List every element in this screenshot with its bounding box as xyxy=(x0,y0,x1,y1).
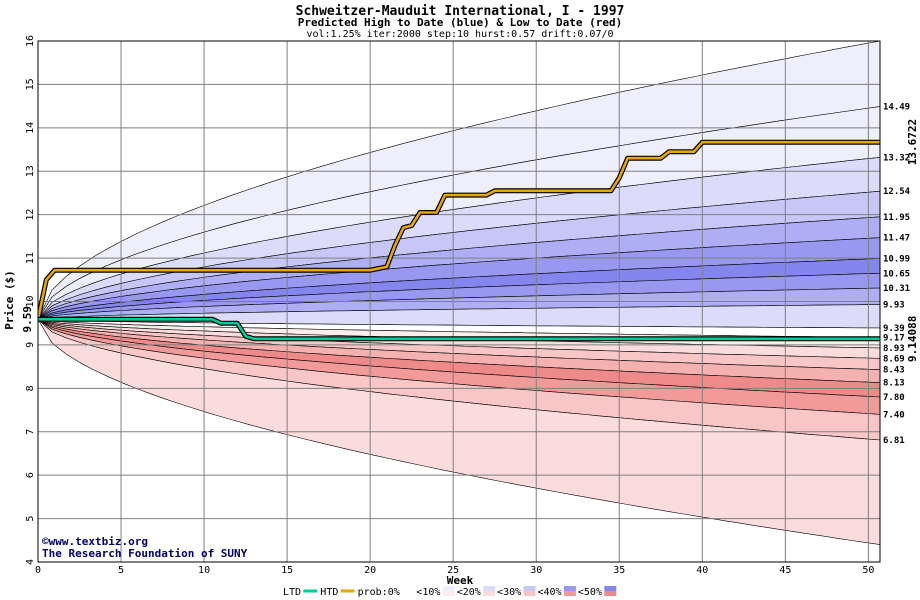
x-tick-label: 5 xyxy=(118,565,124,576)
band-end-value: 11.47 xyxy=(883,234,910,244)
legend-red-swatch xyxy=(604,591,617,596)
legend-blue-swatch xyxy=(604,586,617,591)
legend-blue-swatch xyxy=(523,586,536,591)
legend-blue-swatch xyxy=(563,586,576,591)
band-end-value: 10.99 xyxy=(883,255,910,265)
chart-title: Schweitzer-Mauduit International, I - 19… xyxy=(296,4,625,19)
band-end-value: 7.40 xyxy=(883,410,905,420)
band-end-value: 8.43 xyxy=(883,366,905,376)
x-tick-label: 45 xyxy=(779,565,791,576)
y-tick-label: 15 xyxy=(25,78,36,90)
legend-label: <30% xyxy=(497,587,521,598)
x-tick-label: 35 xyxy=(613,565,625,576)
x-axis-ticks: 0 5 10 15 20 25 30 35 40 45 50 xyxy=(35,565,874,576)
legend-label: prob:0% xyxy=(358,587,400,598)
y-axis-label: Price ($) xyxy=(3,270,16,330)
htd-line xyxy=(38,140,880,320)
y-tick-label: 14 xyxy=(25,122,36,134)
ltd-end-label: 9.14088 xyxy=(906,316,919,362)
legend-red-swatch xyxy=(442,591,455,596)
y-tick-label: 4 xyxy=(25,559,36,565)
x-tick-label: 30 xyxy=(530,565,542,576)
band-end-value: 9.39 xyxy=(883,324,905,334)
y-tick-label: 16 xyxy=(25,35,36,47)
band-end-value: 8.69 xyxy=(883,354,905,364)
y-tick-label: 10 xyxy=(25,295,36,307)
chart-subtitle: Predicted High to Date (blue) & Low to D… xyxy=(298,16,623,29)
band-end-value: 13.32 xyxy=(883,153,910,163)
band-end-value: 12.54 xyxy=(883,187,911,197)
x-axis-label: Week xyxy=(447,574,474,587)
legend-red-swatch xyxy=(523,591,536,596)
legend-blue-swatch xyxy=(442,586,455,591)
band-end-value: 14.49 xyxy=(883,103,910,113)
y-tick-label: 7 xyxy=(25,429,36,435)
start-price-label: 9.59 xyxy=(21,306,34,333)
y-tick-label: 13 xyxy=(25,165,36,177)
band-end-value: 9.93 xyxy=(883,301,905,311)
y-tick-label: 9 xyxy=(25,342,36,348)
legend-red-swatch xyxy=(402,591,415,596)
band-end-value: 11.95 xyxy=(883,213,910,223)
y-tick-label: 5 xyxy=(25,516,36,522)
y-axis-ticks: 4 5 6 7 8 9 10 11 12 13 14 15 16 xyxy=(25,35,36,565)
band-end-value: 10.31 xyxy=(883,284,910,294)
y-tick-label: 11 xyxy=(25,252,36,264)
y-tick-label: 6 xyxy=(25,472,36,478)
legend-label: <10% xyxy=(416,587,440,598)
legend-label: LTD xyxy=(283,587,301,598)
band-end-value: 10.65 xyxy=(883,269,910,279)
series-lines xyxy=(38,139,880,342)
legend-red-swatch xyxy=(563,591,576,596)
band-end-value: 8.13 xyxy=(883,379,905,389)
legend-label: <40% xyxy=(538,587,562,598)
legend-blue-swatch xyxy=(483,586,496,591)
x-tick-label: 40 xyxy=(696,565,708,576)
y-tick-label: 12 xyxy=(25,209,36,221)
x-tick-label: 50 xyxy=(862,565,874,576)
band-end-value: 9.17 xyxy=(883,334,905,344)
x-tick-label: 20 xyxy=(364,565,376,576)
band-end-value: 8.93 xyxy=(883,344,905,354)
credit-website: ©www.textbiz.org xyxy=(42,535,148,548)
legend-label: <50% xyxy=(578,587,602,598)
band-end-value: 6.81 xyxy=(883,436,905,446)
chart-params: vol:1.25% iter:2000 step:10 hurst:0.57 d… xyxy=(306,29,613,40)
htd-end-label: 13.6722 xyxy=(906,119,919,165)
ltd-line xyxy=(38,317,880,341)
band-end-value: 7.80 xyxy=(883,393,905,403)
x-tick-label: 25 xyxy=(447,565,459,576)
credit-foundation: The Research Foundation of SUNY xyxy=(42,547,248,560)
band-end-labels: 14.49 13.32 12.54 11.95 11.47 10.99 10.65 10.31… xyxy=(883,103,911,446)
x-tick-label: 10 xyxy=(198,565,210,576)
x-tick-label: 0 xyxy=(35,565,41,576)
y-tick-label: 8 xyxy=(25,385,36,391)
legend-label: <20% xyxy=(457,587,481,598)
legend-label: HTD xyxy=(320,587,338,598)
legend-red-swatch xyxy=(483,591,496,596)
x-tick-label: 15 xyxy=(281,565,293,576)
plot-border xyxy=(37,40,881,563)
legend-blue-swatch xyxy=(402,586,415,591)
legend: LTD HTD prob:0% <10% <20% <30% <40% <50% xyxy=(283,586,617,598)
probability-bands xyxy=(38,41,880,545)
